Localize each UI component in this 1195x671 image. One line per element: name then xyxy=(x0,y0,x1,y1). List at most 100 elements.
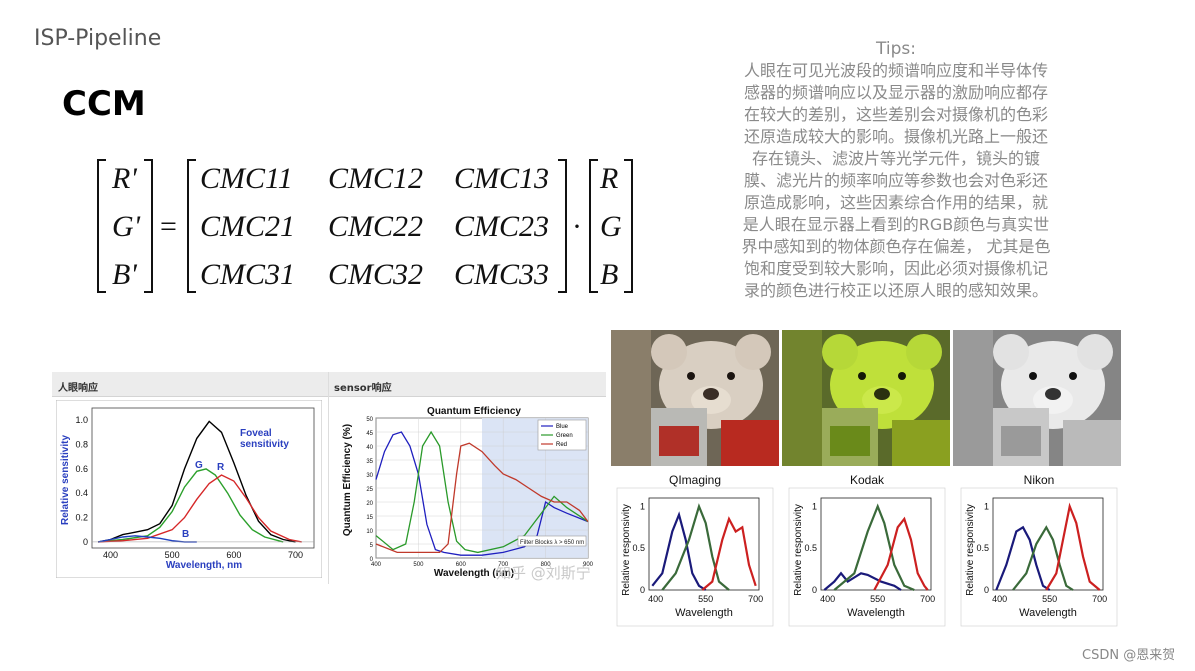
cmc11: CMC11 xyxy=(200,162,293,195)
qe-blue-curve xyxy=(375,431,589,556)
qe-x-tick-label: 800 xyxy=(541,562,552,568)
filter-note-text: Filter Blocks λ > 650 nm xyxy=(520,540,584,546)
nikon-red-curve xyxy=(1045,502,1101,591)
kodak-x-axis-label: Wavelength xyxy=(847,607,905,619)
qe-legend: Blue Green Red xyxy=(537,419,587,451)
kodak-y-tick-label: 0 xyxy=(812,585,817,595)
image-watermark: 知乎 @刘斯宁 xyxy=(496,564,591,582)
panel-divider xyxy=(328,372,329,584)
eye-y-tick-label: 0 xyxy=(83,537,88,547)
nikon-response-chart: Nikon 400 550 700 0 0.5 1 Wavelength Relative re… xyxy=(960,473,1118,627)
footer-watermark: CSDN @恩来贺 xyxy=(1082,648,1176,663)
nikon-x-axis-label: Wavelength xyxy=(1019,607,1077,619)
panel-header-bar xyxy=(52,372,606,397)
eye-y-tick-label: 1.0 xyxy=(75,415,88,425)
tips-title: Tips: xyxy=(876,39,916,59)
foveal-label: Foveal xyxy=(240,428,272,439)
qimaging-response-chart: QImaging 400 550 700 0 0.5 1 Wavelength Relative… xyxy=(616,473,774,627)
nikon-y-axis-label: Relative responsivity xyxy=(965,504,976,596)
qimaging-title: QImaging xyxy=(669,473,721,487)
teddy-photo-kodak xyxy=(782,330,950,466)
kodak-x-tick-label: 400 xyxy=(820,594,835,604)
legend-green: Green xyxy=(556,433,573,439)
nikon-y-tick-label: 0 xyxy=(984,585,989,595)
tips-box: Tips: 人眼在可见光波段的频谱响应度和半导体传 感器的频谱响应以及显示器的激… xyxy=(726,38,1066,302)
kodak-x-tick-label: 550 xyxy=(870,594,885,604)
qimaging-x-tick-label: 550 xyxy=(698,594,713,604)
qimaging-x-tick-label: 400 xyxy=(648,594,663,604)
tips-line: 还原造成较大的影响。摄像机光路上一般还 xyxy=(743,127,1048,146)
eye-y-tick-label: 0.4 xyxy=(75,488,88,498)
nikon-y-tick-label: 0.5 xyxy=(976,543,989,553)
eye-y-tick-label: 0.2 xyxy=(75,513,88,523)
rhs-g: G xyxy=(600,210,622,243)
cmc23: CMC23 xyxy=(454,210,549,243)
lhs-g: G' xyxy=(112,210,141,243)
dot-operator: · xyxy=(572,210,582,243)
tips-line: 存在镜头、滤波片等光学元件，镜头的镀 xyxy=(751,149,1040,168)
eye-panel-header: 人眼响应 xyxy=(58,383,98,394)
kodak-green-curve xyxy=(833,503,915,592)
kodak-y-tick-label: 1 xyxy=(812,501,817,511)
nikon-x-tick-label: 550 xyxy=(1042,594,1057,604)
qe-x-axis-label: Wavelength (nm) xyxy=(434,568,514,579)
sensor-qe-chart: 400 500 600 700 800 900 0 5 10 15 20 25 30 35 40 45 50 Q… xyxy=(334,400,604,582)
kodak-response-chart: Kodak 400 550 700 0 0.5 1 Wavelength Relative re… xyxy=(788,473,946,627)
kodak-x-tick-label: 700 xyxy=(920,594,935,604)
qe-x-tick-label: 400 xyxy=(371,562,382,568)
camera-response-charts: QImaging 400 550 700 0 0.5 1 Wavelength Relative… xyxy=(616,473,1118,627)
lhs-r: R' xyxy=(111,162,137,195)
sensor-panel-header: sensor响应 xyxy=(334,383,392,394)
tips-line: 饱和度受到较大影响，因此必须对摄像机记 xyxy=(743,259,1048,278)
tips-line: 在较大的差别，这些差别会对摄像机的色彩 xyxy=(743,105,1048,124)
legend-red: Red xyxy=(556,442,567,448)
qimaging-green-curve xyxy=(661,503,730,591)
cmc22: CMC22 xyxy=(328,210,423,243)
teddy-photo-qimaging xyxy=(611,330,779,466)
nikon-x-tick-label: 400 xyxy=(992,594,1007,604)
kodak-blue-curve xyxy=(823,571,902,591)
g-curve xyxy=(98,468,284,543)
qe-green-curve xyxy=(375,430,589,554)
tips-line: 膜、滤光片的频率响应等参数也会对色彩还 xyxy=(743,171,1048,190)
eye-x-tick-label: 700 xyxy=(288,550,303,560)
rhs-r: R xyxy=(599,162,618,195)
qimaging-red-curve xyxy=(701,516,757,591)
tips-line: 界中感知到的物体颜色存在偏差， 尤其是色 xyxy=(741,237,1051,256)
eye-y-tick-label: 0.8 xyxy=(75,440,88,450)
cmc33: CMC33 xyxy=(454,258,549,291)
r-curve-label: R xyxy=(217,462,225,473)
ccm-matrix-equation: R' G' B' = CMC11 CMC12 CMC13 CMC21 CMC22… xyxy=(96,150,636,300)
eye-y-tick-label: 0.6 xyxy=(75,464,88,474)
qe-x-tick-label: 700 xyxy=(498,562,509,568)
g-curve-label: G xyxy=(195,460,203,471)
kodak-title: Kodak xyxy=(850,473,885,487)
tips-line: 是人眼在显示器上看到的RGB颜色与真实世 xyxy=(742,215,1050,234)
qe-y-tick-label: 45 xyxy=(366,431,373,437)
nikon-y-tick-label: 1 xyxy=(984,501,989,511)
qe-red-curve xyxy=(375,442,589,554)
cmc32: CMC32 xyxy=(328,258,423,291)
qe-y-axis-label: Quantum Efficiency (%) xyxy=(342,424,353,536)
qimaging-y-axis-label: Relative responsivity xyxy=(621,504,632,596)
qe-y-tick-label: 5 xyxy=(370,543,374,549)
qimaging-x-axis-label: Wavelength xyxy=(675,607,733,619)
nikon-green-curve xyxy=(1012,525,1074,591)
tips-line: 人眼在可见光波段的频谱响应度和半导体传 xyxy=(743,61,1048,80)
qimaging-y-tick-label: 0 xyxy=(640,585,645,595)
equals-sign: = xyxy=(160,210,177,243)
filter-note: Filter Blocks λ > 650 nm xyxy=(517,535,587,547)
kodak-red-curve xyxy=(873,516,929,591)
qe-x-tick-label: 600 xyxy=(456,562,467,568)
tips-line: 录的颜色进行校正以还原人眼的感知效果。 xyxy=(743,281,1048,300)
qimaging-x-tick-label: 700 xyxy=(748,594,763,604)
lhs-b: B' xyxy=(112,258,137,291)
qe-x-tick-label: 900 xyxy=(583,562,594,568)
qimaging-y-tick-label: 0.5 xyxy=(632,543,645,553)
sensitivity-label: sensitivity xyxy=(240,439,289,450)
cmc31: CMC31 xyxy=(200,258,295,291)
legend-blue: Blue xyxy=(556,424,569,430)
qe-y-tick-label: 25 xyxy=(366,487,373,493)
teddy-photo-nikon xyxy=(953,330,1121,466)
qimaging-y-tick-label: 1 xyxy=(640,501,645,511)
